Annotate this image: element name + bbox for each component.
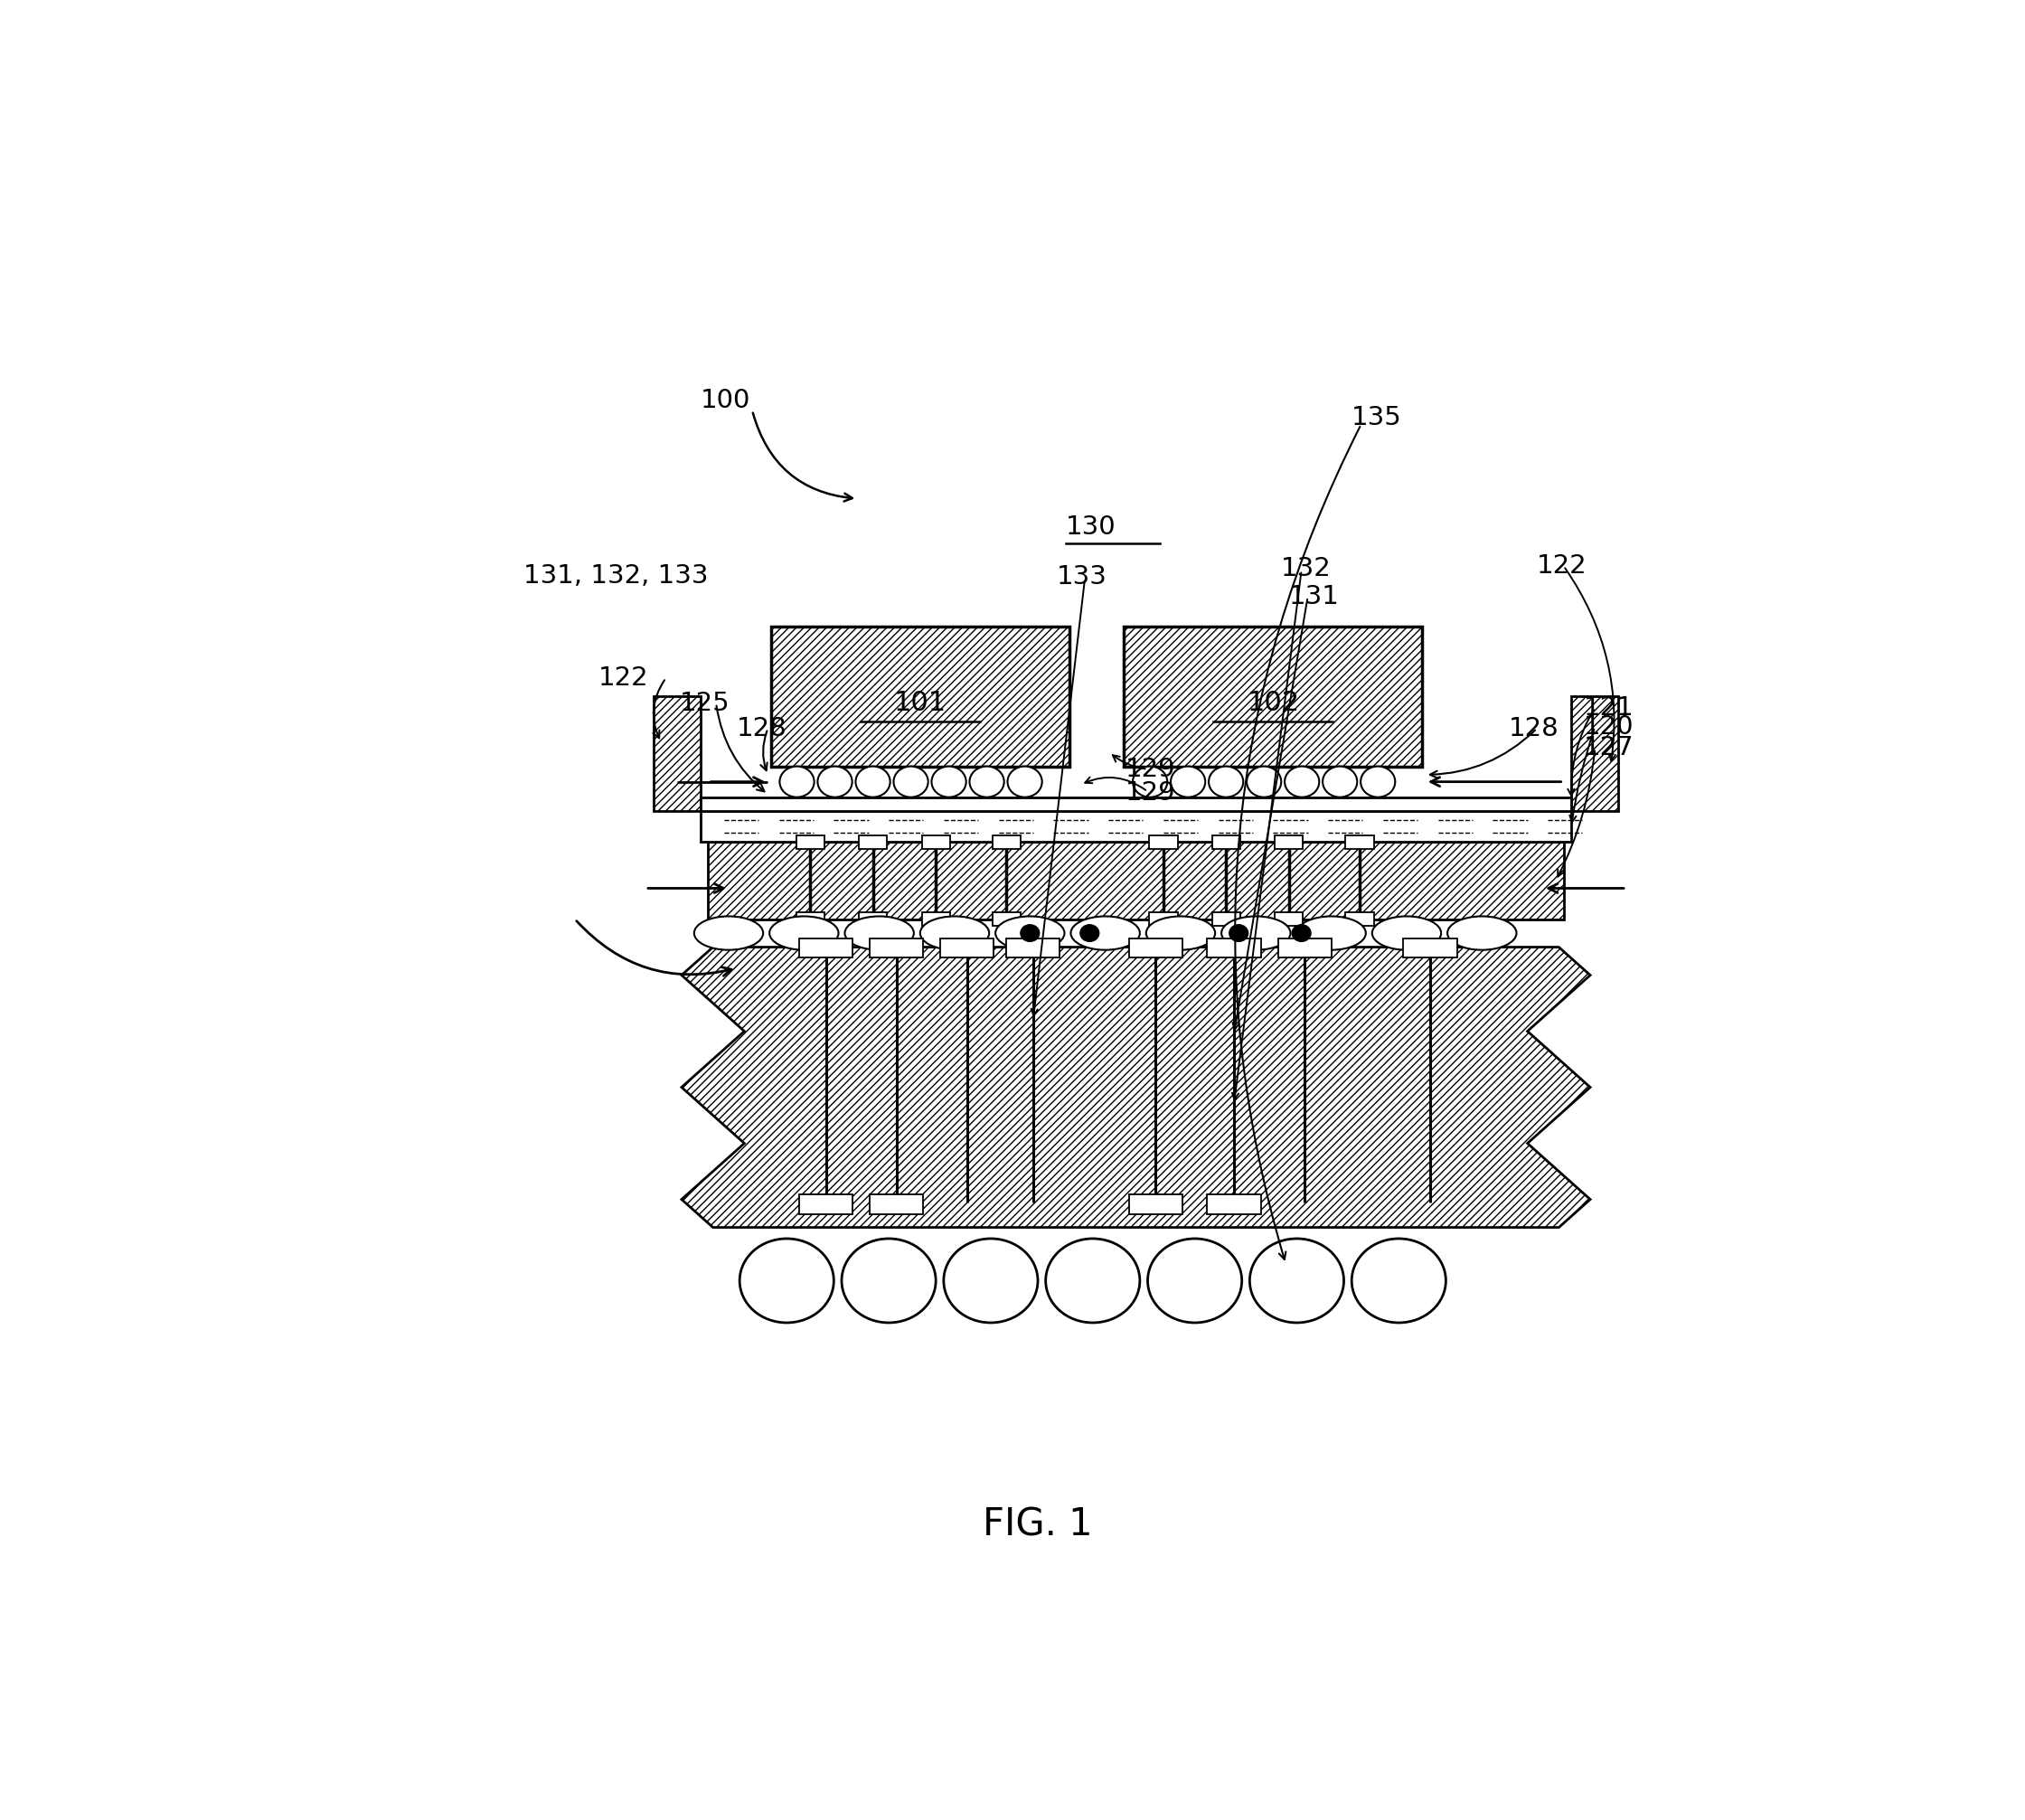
- Circle shape: [1229, 925, 1247, 941]
- Bar: [654, 697, 701, 812]
- Circle shape: [1045, 1239, 1140, 1323]
- Bar: [1213, 912, 1239, 926]
- Bar: [1124, 626, 1422, 766]
- Ellipse shape: [1146, 915, 1215, 950]
- Circle shape: [818, 766, 853, 797]
- Bar: [796, 835, 824, 848]
- Bar: [1150, 912, 1177, 926]
- Circle shape: [1292, 925, 1310, 941]
- Ellipse shape: [1221, 915, 1290, 950]
- Circle shape: [739, 1239, 834, 1323]
- Circle shape: [1209, 766, 1243, 797]
- Text: 122: 122: [1537, 553, 1588, 579]
- Text: 129: 129: [1126, 757, 1177, 783]
- Text: 133: 133: [1057, 564, 1108, 590]
- Ellipse shape: [1373, 915, 1442, 950]
- Circle shape: [1322, 766, 1357, 797]
- Text: 130: 130: [1065, 513, 1116, 539]
- Circle shape: [893, 766, 927, 797]
- Circle shape: [857, 766, 891, 797]
- Text: 132: 132: [1282, 557, 1332, 581]
- Bar: [940, 937, 994, 957]
- Ellipse shape: [770, 915, 838, 950]
- Text: 102: 102: [1247, 690, 1300, 717]
- Text: 131: 131: [1288, 584, 1339, 610]
- Text: 128: 128: [1509, 715, 1559, 741]
- Bar: [859, 912, 887, 926]
- Text: 125: 125: [680, 690, 731, 715]
- Circle shape: [1079, 925, 1100, 941]
- Text: 120: 120: [1584, 715, 1634, 739]
- Bar: [796, 912, 824, 926]
- Bar: [1006, 937, 1059, 957]
- Bar: [1276, 912, 1302, 926]
- Bar: [1345, 835, 1373, 848]
- Circle shape: [1170, 766, 1205, 797]
- Bar: [1278, 937, 1330, 957]
- Circle shape: [944, 1239, 1037, 1323]
- Bar: [1345, 912, 1373, 926]
- Bar: [800, 1194, 853, 1214]
- Text: 121: 121: [1584, 695, 1634, 721]
- Bar: [921, 835, 950, 848]
- Text: 101: 101: [893, 690, 946, 717]
- Bar: [701, 797, 1571, 812]
- Text: 135: 135: [1351, 404, 1401, 430]
- Text: 127: 127: [1584, 735, 1634, 761]
- PathPatch shape: [682, 946, 1590, 1227]
- Text: 131, 132, 133: 131, 132, 133: [522, 562, 709, 588]
- Circle shape: [780, 766, 814, 797]
- Bar: [1213, 835, 1239, 848]
- Ellipse shape: [1071, 915, 1140, 950]
- Ellipse shape: [919, 915, 988, 950]
- Bar: [1128, 937, 1183, 957]
- Circle shape: [842, 1239, 936, 1323]
- Ellipse shape: [996, 915, 1065, 950]
- Bar: [701, 812, 1571, 843]
- Circle shape: [1148, 1239, 1241, 1323]
- Bar: [709, 843, 1563, 919]
- Bar: [1571, 697, 1618, 812]
- Bar: [1128, 1194, 1183, 1214]
- Ellipse shape: [695, 915, 763, 950]
- Bar: [992, 835, 1021, 848]
- Circle shape: [970, 766, 1004, 797]
- Circle shape: [1361, 766, 1395, 797]
- Circle shape: [1353, 1239, 1446, 1323]
- Text: 128: 128: [737, 715, 788, 741]
- Text: 100: 100: [701, 388, 751, 413]
- Circle shape: [1247, 766, 1282, 797]
- Bar: [871, 937, 923, 957]
- Ellipse shape: [1448, 915, 1517, 950]
- Ellipse shape: [1296, 915, 1365, 950]
- Circle shape: [1284, 766, 1318, 797]
- Bar: [1403, 937, 1456, 957]
- Bar: [1207, 1194, 1262, 1214]
- Text: FIG. 1: FIG. 1: [982, 1505, 1093, 1543]
- Circle shape: [932, 766, 966, 797]
- Bar: [1150, 835, 1177, 848]
- Circle shape: [1008, 766, 1043, 797]
- Circle shape: [1021, 925, 1039, 941]
- Text: 122: 122: [599, 666, 648, 692]
- Text: 129: 129: [1126, 781, 1177, 806]
- Bar: [871, 1194, 923, 1214]
- Ellipse shape: [844, 915, 913, 950]
- Bar: [992, 912, 1021, 926]
- Bar: [1207, 937, 1262, 957]
- Bar: [1276, 835, 1302, 848]
- Bar: [800, 937, 853, 957]
- Circle shape: [1132, 766, 1166, 797]
- Circle shape: [1249, 1239, 1345, 1323]
- Bar: [772, 626, 1069, 766]
- Bar: [921, 912, 950, 926]
- Bar: [859, 835, 887, 848]
